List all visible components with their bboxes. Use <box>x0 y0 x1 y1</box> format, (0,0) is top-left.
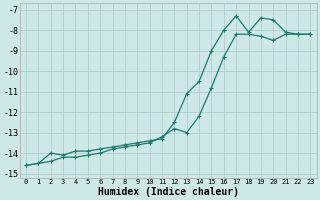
X-axis label: Humidex (Indice chaleur): Humidex (Indice chaleur) <box>98 186 239 197</box>
